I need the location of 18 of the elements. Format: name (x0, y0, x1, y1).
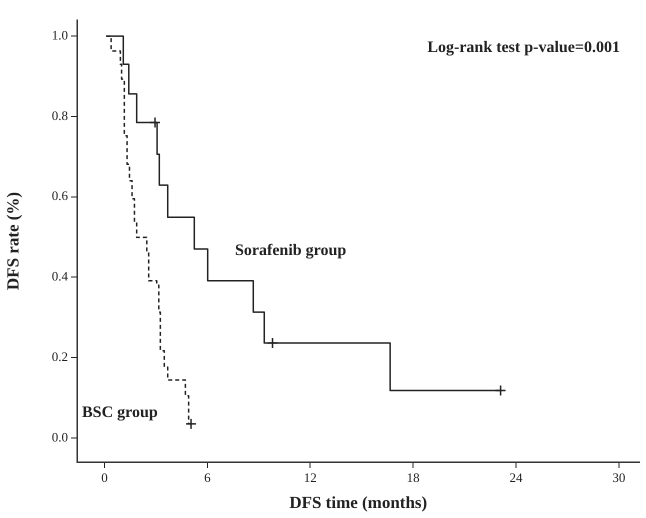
x-tick-label: 18 (406, 470, 420, 486)
y-axis-title: DFS rate (%) (4, 192, 23, 290)
x-tick-label: 6 (204, 470, 212, 486)
point (185, 418, 197, 430)
x-tick-label: 12 (304, 470, 317, 486)
y-tick-label: 0.2 (52, 348, 68, 364)
y-tick-label: 0.6 (52, 188, 68, 204)
x-tick-label: 0 (101, 470, 108, 486)
series-label: Sorafenib group (235, 242, 346, 260)
series-label: BSC group (82, 404, 158, 422)
y-tick-label: 0.4 (52, 268, 68, 284)
x-tick-label: 24 (510, 470, 524, 486)
annotation: Log-rank test p-value=0.001 (427, 39, 620, 56)
y-tick-label: 1.0 (52, 27, 68, 42)
y-tick-label: 0.8 (52, 108, 68, 123)
y-tick-label: 0.0 (52, 429, 68, 444)
x-tick-label: 30 (612, 470, 626, 486)
x-axis-title: DFS time (months) (289, 493, 428, 512)
